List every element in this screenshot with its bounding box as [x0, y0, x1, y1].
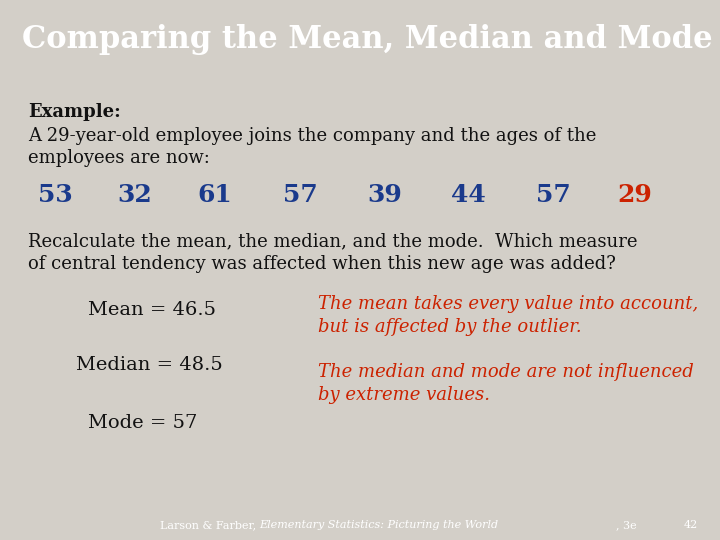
Text: 57: 57 — [536, 183, 570, 207]
Text: by extreme values.: by extreme values. — [318, 387, 490, 404]
Text: Recalculate the mean, the median, and the mode.  Which measure: Recalculate the mean, the median, and th… — [28, 233, 637, 251]
Text: Elementary Statistics: Picturing the World: Elementary Statistics: Picturing the Wor… — [259, 520, 498, 530]
Text: but is affected by the outlier.: but is affected by the outlier. — [318, 318, 582, 335]
Text: 39: 39 — [368, 183, 402, 207]
Text: Larson & Farber,: Larson & Farber, — [160, 520, 259, 530]
Text: Comparing the Mean, Median and Mode: Comparing the Mean, Median and Mode — [22, 24, 712, 55]
Text: 57: 57 — [283, 183, 318, 207]
Text: Mean = 46.5: Mean = 46.5 — [88, 301, 216, 319]
Text: Median = 48.5: Median = 48.5 — [76, 356, 222, 374]
Text: 42: 42 — [684, 520, 698, 530]
Text: A 29-year-old employee joins the company and the ages of the: A 29-year-old employee joins the company… — [28, 127, 596, 145]
Text: 44: 44 — [451, 183, 485, 207]
Text: 61: 61 — [197, 183, 233, 207]
Text: The median and mode are not influenced: The median and mode are not influenced — [318, 363, 694, 381]
Text: Mode = 57: Mode = 57 — [88, 414, 197, 433]
Text: employees are now:: employees are now: — [28, 148, 210, 167]
Text: , 3e: , 3e — [616, 520, 636, 530]
Text: 32: 32 — [117, 183, 153, 207]
Text: Example:: Example: — [28, 103, 121, 121]
Text: 53: 53 — [37, 183, 73, 207]
Text: The mean takes every value into account,: The mean takes every value into account, — [318, 294, 698, 313]
Text: of central tendency was affected when this new age was added?: of central tendency was affected when th… — [28, 254, 616, 273]
Text: 29: 29 — [618, 183, 652, 207]
